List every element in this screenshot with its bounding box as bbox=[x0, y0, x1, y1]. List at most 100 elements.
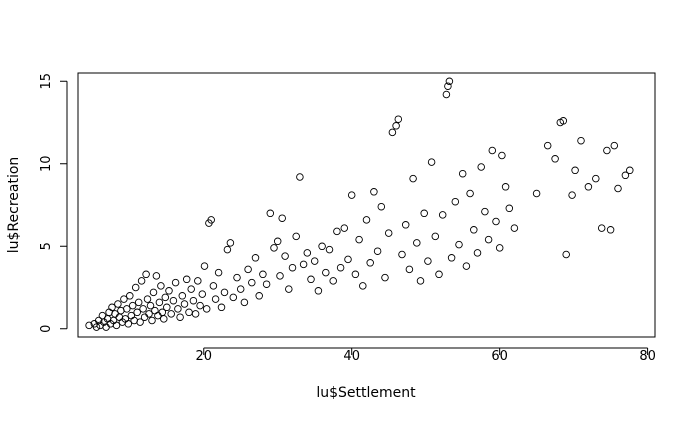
data-point bbox=[416, 277, 425, 285]
x-tick-label: 80 bbox=[639, 349, 656, 364]
data-point bbox=[392, 122, 400, 130]
data-point bbox=[438, 211, 447, 219]
data-point bbox=[248, 278, 256, 287]
data-point bbox=[161, 293, 170, 302]
data-point bbox=[614, 184, 622, 193]
data-point bbox=[123, 305, 131, 313]
data-point bbox=[388, 128, 397, 137]
data-points bbox=[85, 77, 634, 331]
data-point bbox=[270, 244, 278, 252]
data-point bbox=[146, 301, 155, 310]
data-point bbox=[112, 321, 121, 330]
data-point bbox=[255, 292, 263, 300]
data-point bbox=[251, 254, 260, 262]
data-point bbox=[214, 268, 223, 277]
data-point bbox=[481, 207, 489, 216]
data-point bbox=[473, 249, 482, 257]
data-point bbox=[495, 244, 504, 252]
data-point bbox=[303, 249, 312, 257]
data-point bbox=[510, 224, 519, 232]
data-point bbox=[381, 273, 389, 282]
data-point bbox=[176, 313, 184, 321]
data-point bbox=[492, 217, 500, 226]
data-point bbox=[217, 303, 226, 312]
data-point bbox=[424, 257, 432, 265]
x-axis-title: lu$Settlement bbox=[316, 385, 416, 401]
data-point bbox=[435, 270, 443, 279]
data-point bbox=[577, 136, 585, 145]
data-point bbox=[384, 229, 393, 237]
y-tick-label: 15 bbox=[39, 73, 54, 90]
data-point bbox=[142, 270, 150, 279]
data-point bbox=[140, 313, 149, 321]
data-point bbox=[148, 316, 156, 325]
y-tick-label: 10 bbox=[39, 155, 54, 172]
data-point bbox=[447, 254, 456, 262]
data-point bbox=[187, 285, 195, 293]
data-point bbox=[336, 263, 345, 272]
data-point bbox=[92, 323, 101, 331]
data-point bbox=[325, 245, 334, 254]
data-point bbox=[370, 188, 378, 196]
data-point bbox=[322, 268, 330, 277]
data-point bbox=[562, 250, 570, 259]
data-point bbox=[462, 262, 471, 270]
data-point bbox=[543, 141, 552, 150]
data-point bbox=[285, 285, 293, 293]
data-point bbox=[444, 82, 452, 90]
x-axis: 20 40 60 80 bbox=[195, 347, 656, 364]
data-point bbox=[128, 301, 137, 310]
data-point bbox=[340, 224, 349, 232]
data-point bbox=[477, 163, 485, 171]
data-point bbox=[398, 250, 406, 259]
data-point bbox=[458, 169, 467, 178]
data-point bbox=[359, 282, 367, 290]
data-point bbox=[136, 318, 144, 326]
data-point bbox=[466, 189, 474, 198]
data-point bbox=[169, 296, 178, 305]
data-point bbox=[427, 158, 436, 166]
data-point bbox=[420, 209, 428, 218]
data-point bbox=[310, 257, 319, 265]
data-point bbox=[163, 303, 171, 312]
data-point bbox=[351, 270, 360, 279]
data-point bbox=[532, 189, 541, 198]
data-point bbox=[202, 305, 211, 313]
data-point bbox=[207, 216, 215, 224]
data-point bbox=[592, 174, 600, 183]
plot-box bbox=[77, 72, 656, 338]
data-point bbox=[198, 290, 207, 298]
data-point bbox=[626, 166, 634, 175]
data-point bbox=[413, 239, 421, 247]
data-point bbox=[299, 260, 308, 269]
data-point bbox=[174, 305, 182, 313]
data-point bbox=[151, 306, 159, 315]
data-point bbox=[455, 240, 463, 249]
data-point bbox=[85, 321, 93, 330]
data-point bbox=[484, 235, 493, 244]
data-point bbox=[603, 146, 611, 155]
data-point bbox=[108, 303, 116, 312]
data-point bbox=[405, 265, 414, 274]
data-point bbox=[278, 214, 286, 222]
data-point bbox=[244, 265, 252, 274]
data-point bbox=[442, 90, 451, 99]
x-tick-label: 60 bbox=[491, 349, 508, 364]
data-point bbox=[182, 275, 191, 284]
data-point bbox=[191, 310, 200, 318]
data-point bbox=[597, 224, 606, 232]
data-point bbox=[178, 292, 187, 300]
data-point bbox=[584, 183, 593, 191]
data-point bbox=[347, 191, 356, 199]
data-point bbox=[211, 295, 220, 303]
data-point bbox=[409, 174, 417, 183]
data-point bbox=[152, 272, 161, 280]
data-point bbox=[145, 310, 153, 318]
data-point bbox=[296, 173, 304, 181]
data-point bbox=[131, 283, 140, 292]
data-point bbox=[259, 270, 267, 279]
data-point bbox=[262, 280, 271, 288]
data-point bbox=[281, 252, 289, 260]
data-point bbox=[344, 255, 352, 264]
